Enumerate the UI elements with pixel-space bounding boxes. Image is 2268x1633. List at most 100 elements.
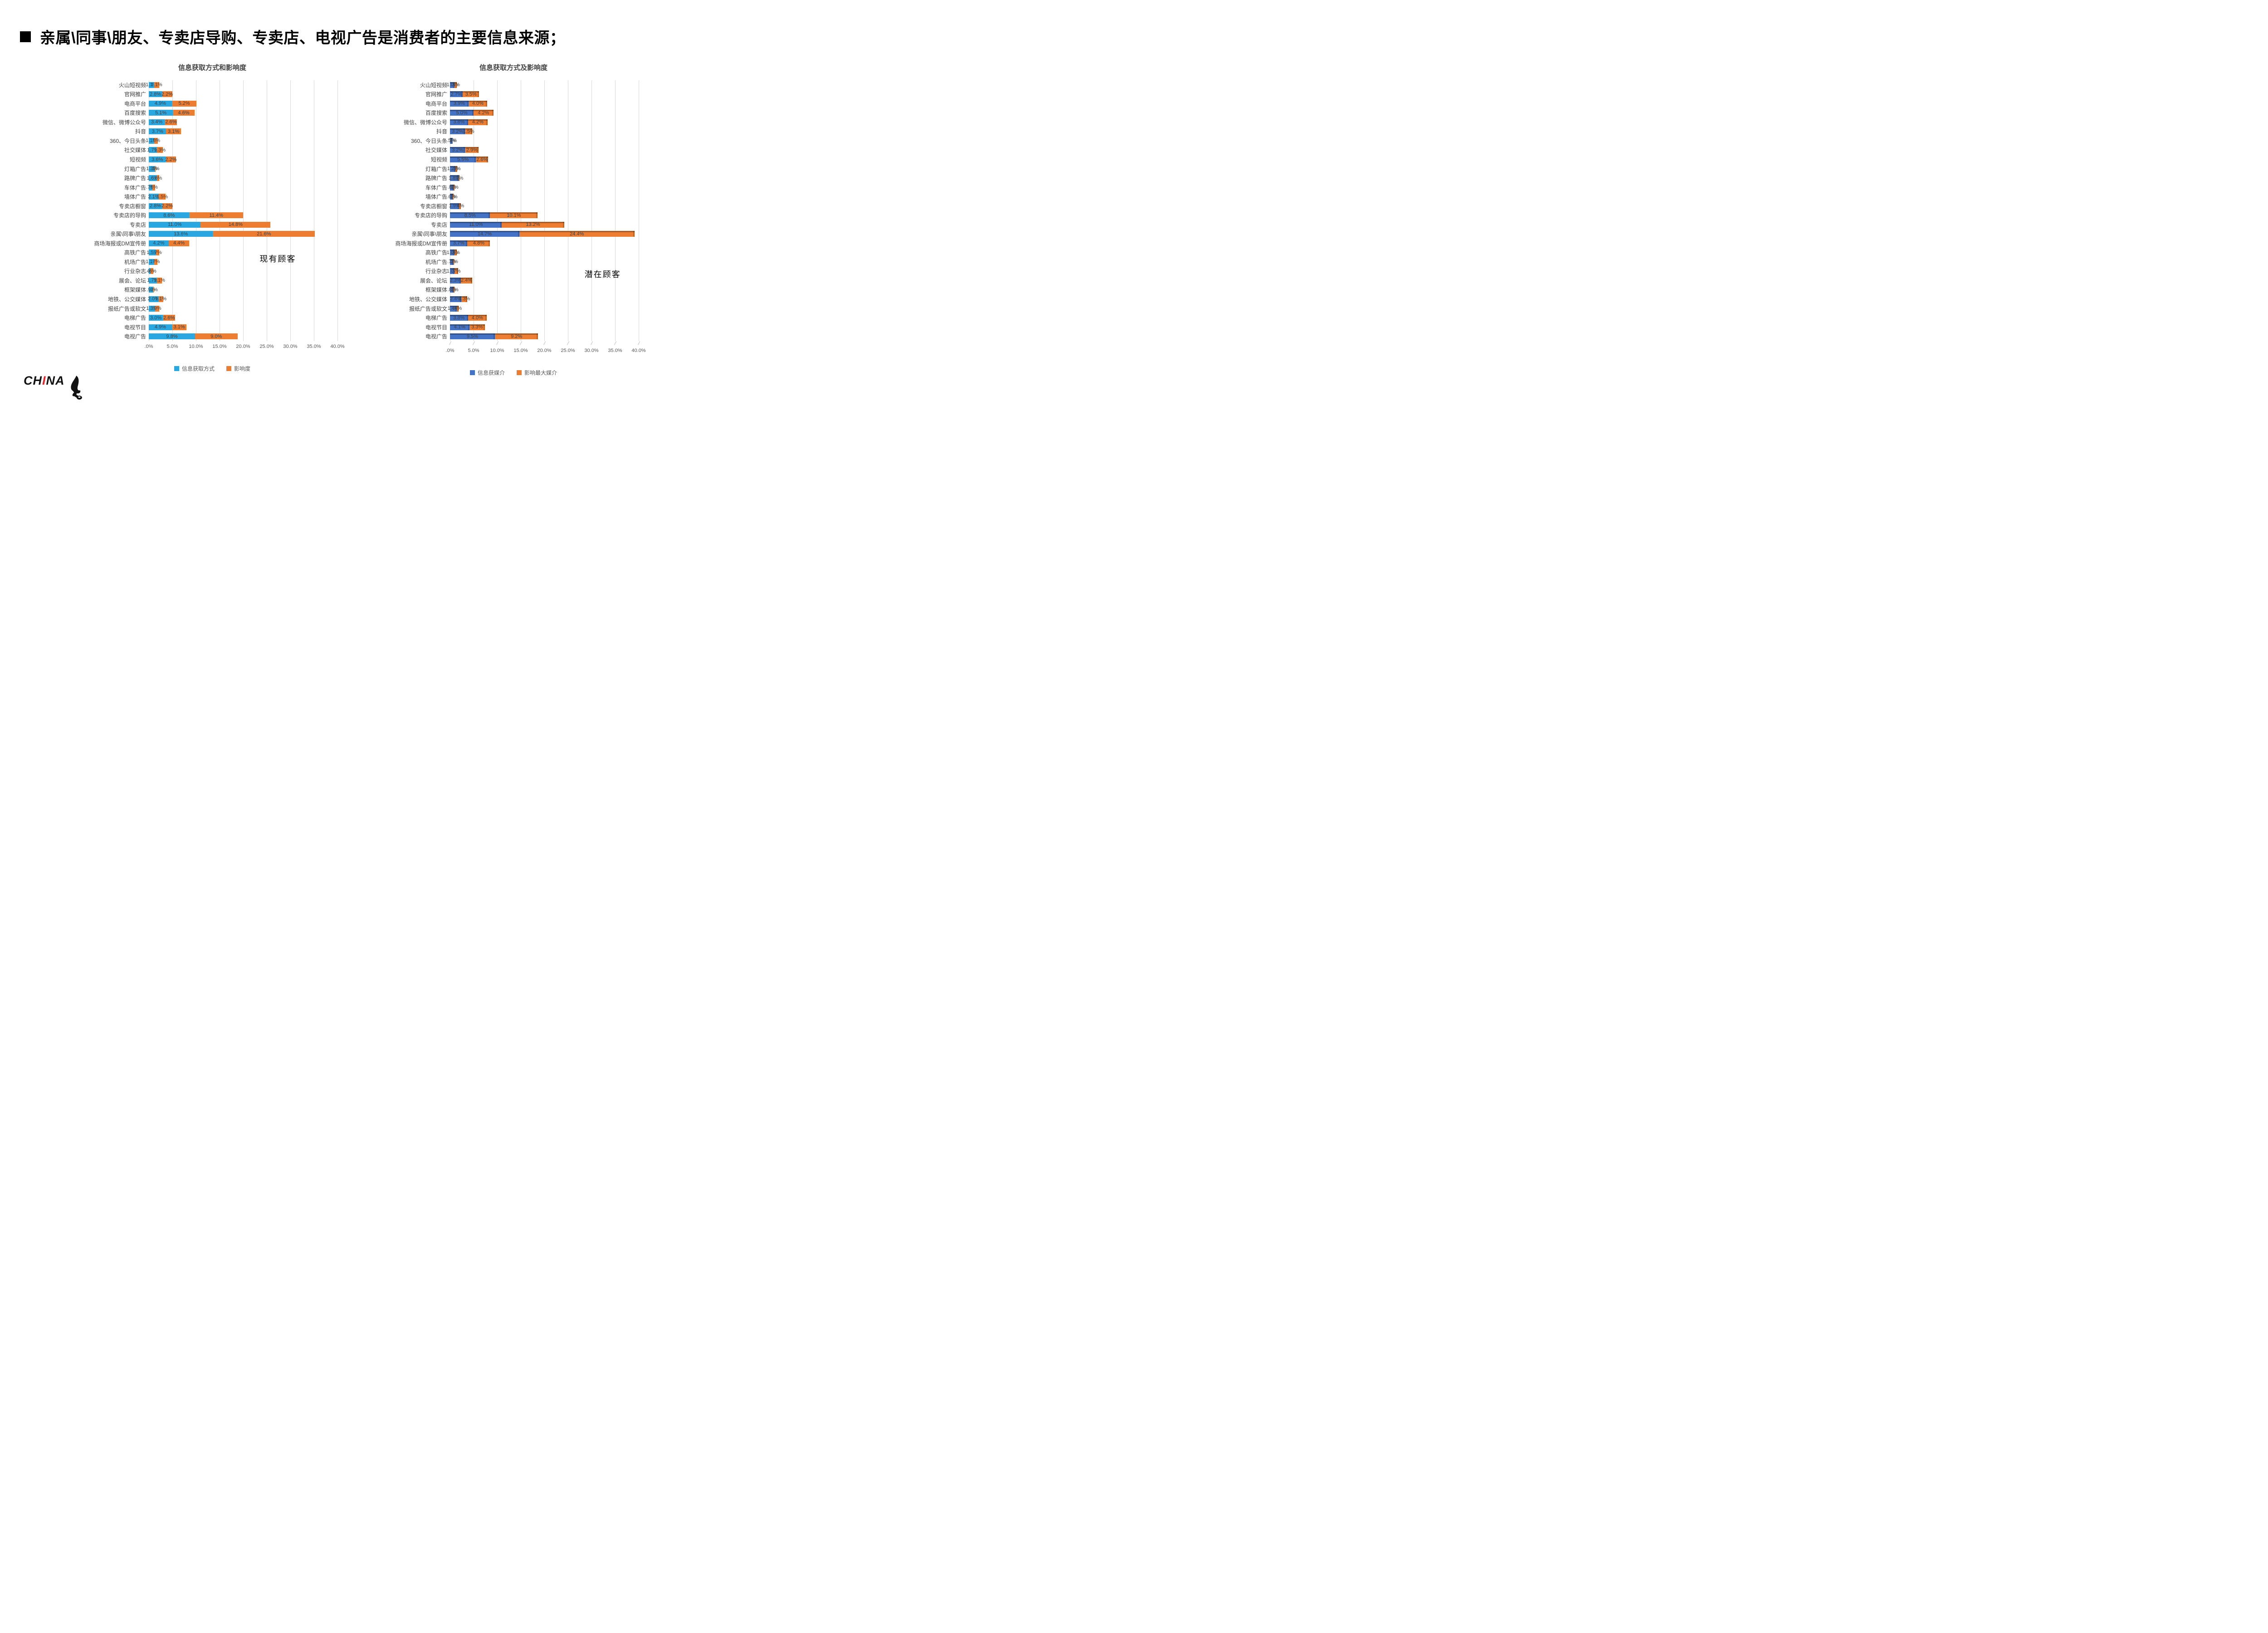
bar-row: 专卖店 11.0% 14.8% — [130, 220, 337, 230]
bar-segment-primary — [149, 137, 154, 144]
bar-group: 3.8% 4.0% — [450, 315, 639, 321]
bar-value-label: 1.1% — [155, 296, 167, 302]
bar-row: 行业杂志 1.0% .7% — [425, 267, 639, 276]
bar-value-label: .9% — [152, 306, 161, 312]
category-label: 商场海报或DM宣传册 — [94, 240, 146, 247]
bar-value-label: 3.8% — [453, 119, 465, 125]
bar-group: 5.5% 2.6% — [450, 156, 639, 163]
legend-item: 信息获媒介 — [469, 369, 505, 376]
bar-segment-secondary — [468, 315, 487, 321]
bar-group: .8% .2% — [448, 184, 639, 191]
axis-tick-label: 25.0% — [561, 348, 575, 353]
legend: 信息获媒介 影响最大媒介 — [382, 369, 645, 376]
category-label: 报纸广告或软文 — [409, 305, 447, 312]
axis-tick-label: 35.0% — [307, 344, 321, 349]
bar-segment-primary — [149, 212, 190, 219]
slide-title-row: 亲属\同事\朋友、专卖店导购、专卖店、电视广告是消费者的主要信息来源； — [20, 25, 565, 48]
bar-value-label: 3.1% — [173, 324, 185, 330]
bar-segment-primary — [450, 277, 461, 284]
bar-segment-primary — [149, 305, 155, 312]
category-label: 展会、论坛 — [118, 277, 146, 284]
grid-line — [337, 80, 338, 341]
bar-group: 3.4% 2.6% — [149, 119, 337, 125]
category-label: 火山短视频 — [118, 82, 146, 88]
bar-group: 1.5% .7% — [147, 249, 337, 256]
bar-row: 微信、微博公众号 3.8% 4.2% — [404, 117, 639, 127]
axis-tick-mark — [496, 341, 499, 345]
bar-group: 9.5% 9.2% — [450, 333, 639, 340]
bar-segment-primary — [450, 287, 454, 293]
bar-value-label: 2.0% — [147, 296, 159, 302]
bar-value-label: 1.7% — [147, 278, 159, 284]
category-label: 灯箱广告 — [425, 166, 447, 172]
bar-row: 机场广告 .7% .2% — [425, 257, 639, 267]
bar-segment-primary — [149, 333, 195, 340]
bar-segment-primary — [450, 82, 455, 88]
bar-segment-primary — [450, 268, 455, 274]
bar-value-label: 5.1% — [155, 110, 167, 116]
bar-segment-primary — [450, 128, 465, 135]
category-label: 专卖店橱窗 — [420, 203, 447, 210]
bar-group: 2.1% 1.5% — [148, 194, 337, 200]
bar-segment-primary — [450, 305, 457, 312]
axis-tick-label: 15.0% — [513, 348, 528, 353]
legend-label: 影响最大媒介 — [524, 370, 557, 376]
bar-value-label: 3.8% — [453, 315, 465, 321]
bar-row: 路牌广告 1.8% .2% — [425, 173, 639, 183]
bar-segment-primary — [149, 119, 165, 125]
category-label: 社交媒体 — [425, 147, 447, 154]
bar-segment-secondary — [459, 203, 461, 209]
axis-tick-marks — [449, 341, 640, 345]
grid-line — [243, 80, 244, 341]
category-label: 微信、微博公众号 — [403, 119, 447, 126]
axis-tick-mark — [637, 341, 640, 345]
bar-value-label: 11.0% — [469, 222, 483, 228]
bar-group: 13.6% 21.6% — [149, 231, 337, 237]
charts-area: 信息获取方式和影响度 火山短视频 1.1% 1.1% 官网推广 2.8% 2.2% 电商平台… — [0, 63, 726, 376]
bar-value-label: 13.2% — [526, 222, 540, 228]
category-label: 专卖店的导购 — [113, 212, 146, 219]
bar-row: 官网推广 2.8% 2.2% — [124, 90, 337, 99]
bar-group: 1.2% .3% — [447, 166, 639, 172]
bar-group: 3.6% 2.2% — [149, 156, 337, 163]
bar-segment-secondary — [200, 221, 271, 228]
bar-segment-secondary — [490, 212, 538, 219]
bar-row: 路牌广告 1.6% .6% — [124, 173, 337, 183]
bar-value-label: 3.1% — [168, 128, 180, 134]
bar-value-label: 1.8% — [448, 175, 460, 181]
bar-row: 商场海报或DM宣传册 3.7% 4.8% — [395, 239, 639, 248]
bar-value-label: 1.5% — [463, 128, 474, 134]
category-label: 电梯广告 — [425, 315, 447, 322]
bar-row: 短视频 3.6% 2.2% — [130, 155, 337, 164]
bar-segment-primary — [450, 259, 454, 265]
bar-value-label: 10.1% — [507, 212, 521, 218]
bar-segment-secondary — [166, 156, 176, 163]
axis-tick-mark — [567, 341, 570, 345]
bar-group: 4.9% 5.2% — [149, 100, 337, 107]
axis-tick-mark — [590, 341, 593, 345]
category-label: 电视节目 — [425, 324, 447, 331]
bar-row: 火山短视频 1.1% 1.1% — [119, 80, 337, 90]
bar-segment-primary — [450, 175, 459, 181]
bar-segment-primary — [450, 194, 453, 200]
bar-segment-secondary — [519, 231, 635, 237]
bar-segment-primary — [450, 324, 469, 330]
gridlines — [450, 80, 639, 341]
bar-segment-secondary — [162, 91, 172, 98]
annotation-potential-customers: 潜在顾客 — [584, 270, 621, 279]
bar-row: 电商平台 3.9% 4.0% — [425, 99, 639, 108]
bar-segment-secondary — [474, 110, 494, 116]
bar-group: .6% .2% — [447, 194, 639, 200]
logo-figure-icon — [70, 376, 82, 400]
bar-value-label: 2.8% — [150, 203, 161, 209]
bar-segment-secondary — [465, 147, 479, 153]
bar-segment-secondary — [455, 166, 457, 172]
bar-segment-primary — [149, 315, 163, 321]
bar-row: 框架媒体 .9% .2% — [124, 285, 337, 295]
bar-row: 灯箱广告 1.3% .1% — [124, 164, 337, 174]
bar-value-label: .1% — [448, 138, 457, 144]
bar-value-label: 3.7% — [152, 128, 163, 134]
logo-text: CHINA — [24, 374, 65, 387]
bar-row: 抖音 3.2% 1.5% — [436, 127, 639, 137]
bar-row: 专卖店的导购 8.5% 10.1% — [415, 210, 639, 220]
